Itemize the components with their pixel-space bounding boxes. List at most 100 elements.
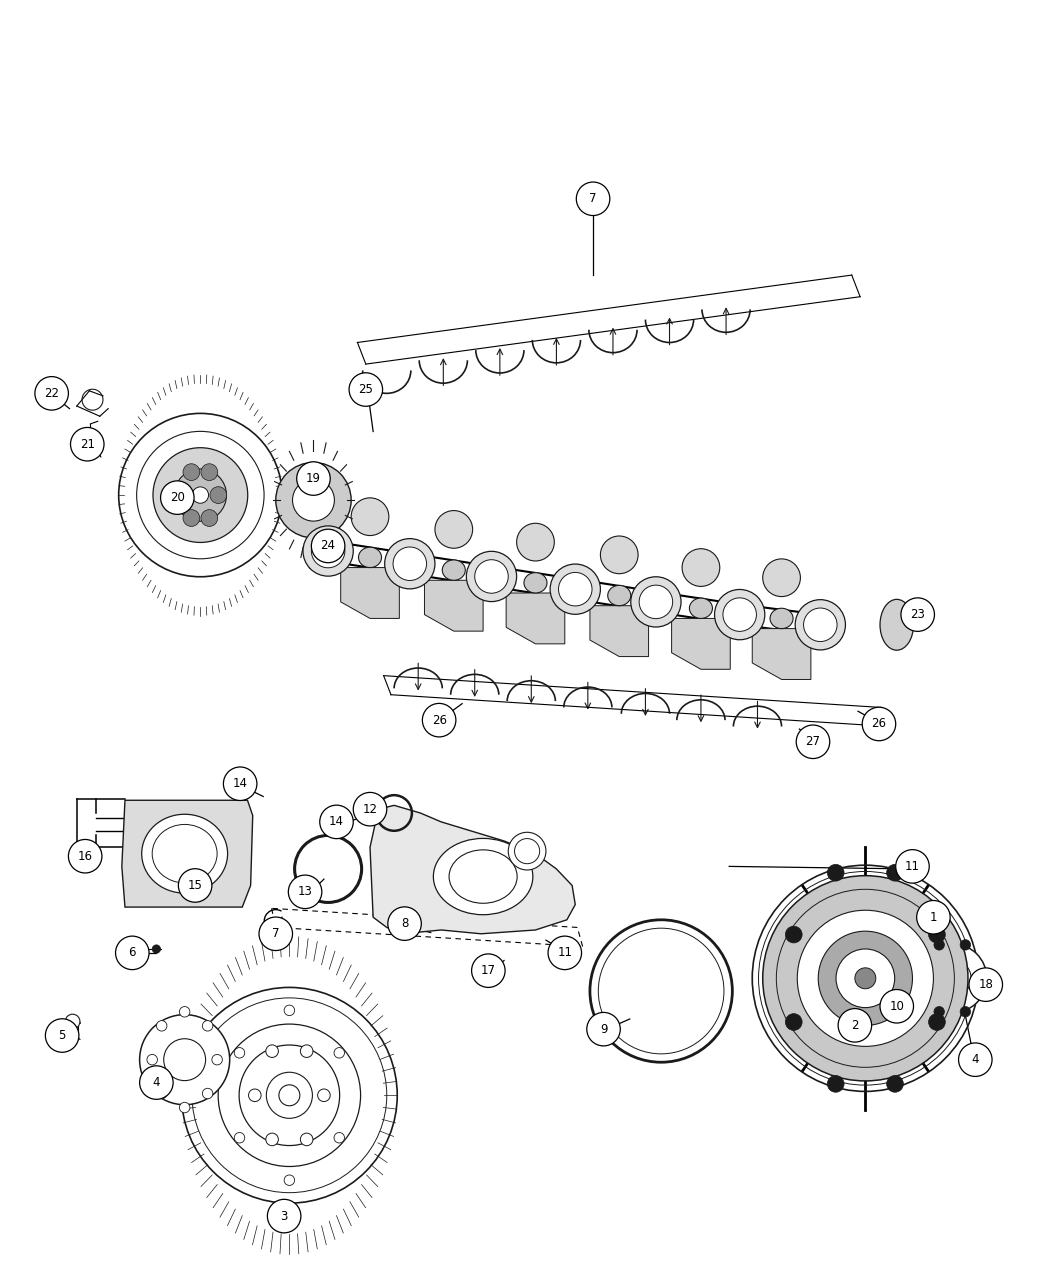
Polygon shape	[752, 618, 811, 680]
Text: 7: 7	[589, 193, 596, 205]
Text: 4: 4	[152, 1076, 161, 1089]
Circle shape	[393, 547, 426, 580]
Circle shape	[785, 1014, 802, 1030]
Circle shape	[795, 599, 845, 650]
Ellipse shape	[142, 815, 228, 892]
Circle shape	[119, 413, 282, 576]
Circle shape	[933, 940, 944, 950]
Circle shape	[471, 954, 505, 987]
Circle shape	[183, 510, 200, 527]
Circle shape	[587, 1012, 621, 1046]
Circle shape	[353, 793, 386, 826]
Circle shape	[140, 1066, 173, 1099]
Ellipse shape	[880, 599, 914, 650]
Polygon shape	[122, 801, 253, 907]
Circle shape	[201, 464, 217, 481]
Circle shape	[827, 864, 844, 881]
Circle shape	[548, 936, 582, 969]
Text: 11: 11	[905, 859, 920, 873]
Circle shape	[320, 805, 353, 839]
Text: 17: 17	[481, 964, 496, 977]
Circle shape	[921, 973, 931, 983]
Circle shape	[836, 949, 895, 1007]
Circle shape	[300, 1046, 313, 1057]
Circle shape	[268, 1200, 301, 1233]
Circle shape	[796, 725, 830, 759]
Circle shape	[559, 572, 592, 606]
Circle shape	[722, 598, 756, 631]
Circle shape	[803, 608, 837, 641]
Circle shape	[153, 448, 248, 542]
Circle shape	[349, 372, 382, 407]
Circle shape	[334, 1048, 344, 1058]
Circle shape	[985, 979, 995, 989]
Text: 21: 21	[80, 437, 94, 451]
Text: 15: 15	[188, 878, 203, 892]
Ellipse shape	[524, 572, 547, 593]
Circle shape	[508, 833, 546, 870]
Circle shape	[156, 1020, 167, 1031]
Ellipse shape	[770, 608, 793, 629]
Text: 24: 24	[320, 539, 336, 552]
Circle shape	[297, 462, 330, 495]
Circle shape	[45, 1019, 79, 1052]
Circle shape	[312, 534, 344, 567]
Circle shape	[435, 510, 472, 548]
Text: 7: 7	[272, 927, 279, 940]
Text: 16: 16	[78, 849, 92, 863]
Text: 18: 18	[979, 978, 993, 991]
Circle shape	[279, 1085, 300, 1105]
Text: 27: 27	[805, 736, 820, 748]
Circle shape	[466, 551, 517, 602]
Circle shape	[960, 1006, 970, 1017]
Circle shape	[203, 1020, 213, 1031]
Circle shape	[475, 560, 508, 593]
Text: 10: 10	[889, 1000, 904, 1012]
Circle shape	[896, 849, 929, 884]
Circle shape	[285, 1005, 295, 1016]
Text: 8: 8	[401, 917, 408, 931]
Text: 6: 6	[128, 946, 136, 959]
Text: 20: 20	[170, 491, 185, 504]
Circle shape	[818, 931, 912, 1025]
Circle shape	[203, 1089, 213, 1099]
Circle shape	[293, 479, 334, 521]
Circle shape	[762, 558, 800, 597]
Circle shape	[960, 940, 970, 950]
Circle shape	[180, 1006, 190, 1017]
Circle shape	[266, 1046, 278, 1057]
Circle shape	[140, 1015, 230, 1104]
Circle shape	[303, 525, 353, 576]
Circle shape	[152, 945, 161, 954]
Circle shape	[156, 1089, 167, 1099]
Circle shape	[387, 907, 421, 941]
Circle shape	[762, 876, 968, 1081]
Text: 26: 26	[872, 718, 886, 731]
Circle shape	[862, 708, 896, 741]
Circle shape	[639, 585, 673, 618]
Circle shape	[422, 704, 456, 737]
Ellipse shape	[608, 585, 631, 606]
Circle shape	[174, 487, 191, 504]
Circle shape	[886, 1076, 903, 1093]
Circle shape	[70, 427, 104, 462]
Circle shape	[933, 1006, 944, 1017]
Circle shape	[266, 1133, 278, 1146]
Circle shape	[65, 1014, 80, 1029]
Polygon shape	[424, 570, 483, 631]
Circle shape	[918, 944, 987, 1012]
Circle shape	[259, 917, 293, 951]
Circle shape	[631, 576, 681, 627]
Text: 11: 11	[558, 946, 572, 959]
Circle shape	[715, 589, 764, 640]
Circle shape	[212, 1054, 223, 1065]
Circle shape	[969, 968, 1003, 1001]
Circle shape	[234, 1132, 245, 1142]
Text: 23: 23	[910, 608, 925, 621]
Circle shape	[928, 1014, 945, 1030]
Circle shape	[35, 376, 68, 411]
Circle shape	[201, 510, 217, 527]
Circle shape	[180, 1103, 190, 1113]
Circle shape	[224, 768, 257, 801]
Circle shape	[351, 497, 388, 536]
